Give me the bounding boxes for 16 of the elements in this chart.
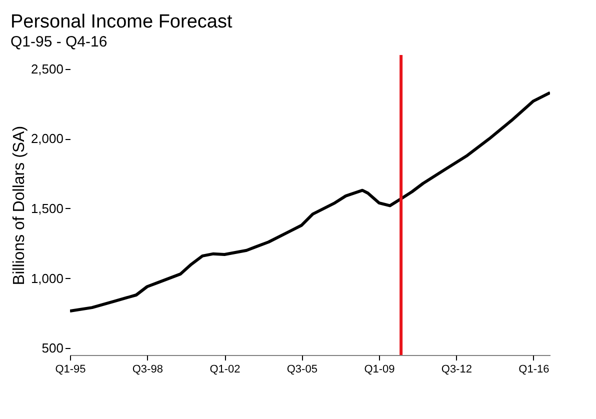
x-tick-label: Q1-16: [518, 364, 550, 376]
x-tick-label: Q1-09: [364, 364, 395, 376]
x-tick-label: Q1-95: [55, 364, 86, 376]
y-tick-label: 2,000: [30, 131, 64, 146]
x-tick-label: Q1-02: [210, 364, 240, 376]
y-tick-label: 2,500: [30, 61, 64, 76]
line-series: [70, 91, 550, 313]
y-tick-label: 1,000: [30, 270, 64, 286]
chart-title: Personal Income Forecast: [10, 12, 233, 32]
x-tick-label: Q3-05: [286, 364, 318, 376]
y-tick-label: 500: [42, 340, 64, 356]
x-tick-label: Q3-98: [132, 364, 163, 376]
chart-subtitle: Q1-95 - Q4-16: [10, 34, 108, 50]
y-axis-title: Billions of Dollars (SA): [10, 126, 28, 286]
y-tick-label: 1,500: [30, 200, 64, 216]
x-tick-label: Q3-12: [441, 364, 472, 376]
